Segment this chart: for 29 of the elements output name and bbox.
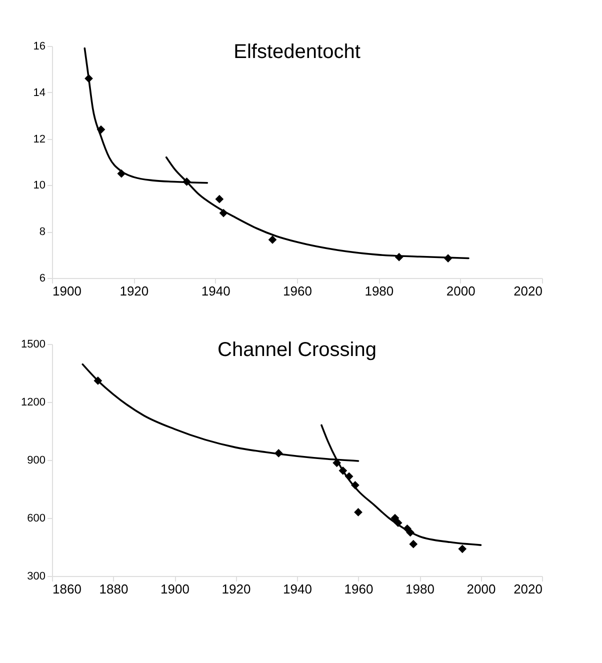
y-tick-label: 300 <box>27 570 46 582</box>
y-tick-label: 600 <box>27 512 46 524</box>
x-tick-label: 1880 <box>99 582 128 596</box>
x-tick-label: 1920 <box>222 582 251 596</box>
x-tick-label: 1940 <box>201 284 230 298</box>
x-tick-label: 1960 <box>344 582 374 596</box>
x-tick-label: 1940 <box>283 582 312 596</box>
x-tick-label: 1860 <box>52 582 82 596</box>
y-tick-label: 8 <box>39 226 46 238</box>
y-tick-label: 900 <box>27 454 46 466</box>
x-tick-label: 1980 <box>364 284 394 298</box>
x-tick-label: 1960 <box>283 284 312 298</box>
chart-title: Elfstedentocht <box>234 41 361 63</box>
y-tick-label: 1500 <box>21 338 46 350</box>
chart-title: Channel Crossing <box>218 339 376 361</box>
x-tick-label: 2020 <box>514 582 542 596</box>
x-tick-label: 2000 <box>446 284 476 298</box>
x-tick-label: 1900 <box>160 582 190 596</box>
x-tick-label: 1900 <box>52 284 82 298</box>
y-tick-label: 12 <box>33 133 46 146</box>
x-tick-label: 1980 <box>406 582 434 596</box>
x-tick-label: 1920 <box>120 284 149 298</box>
x-tick-label: 2000 <box>466 582 496 596</box>
y-tick-label: 16 <box>33 40 46 52</box>
y-tick-label: 14 <box>33 86 46 99</box>
y-tick-label: 1200 <box>21 396 46 408</box>
y-tick-label: 6 <box>39 272 46 284</box>
x-tick-label: 2020 <box>514 284 542 298</box>
y-tick-label: 10 <box>33 180 46 192</box>
